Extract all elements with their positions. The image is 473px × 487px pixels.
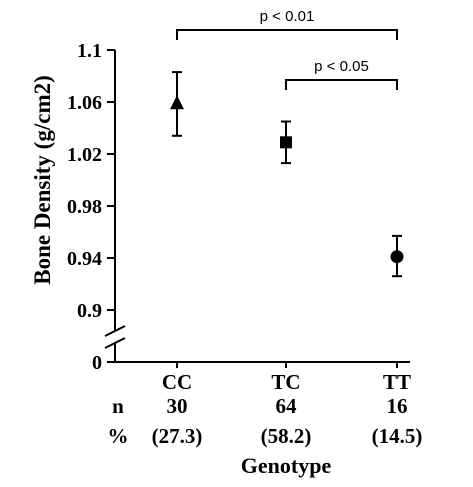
x-axis-title: Genotype: [241, 453, 332, 478]
significance-label: p < 0.05: [314, 58, 369, 75]
x-tick-label: TT: [383, 370, 411, 394]
table-cell: 64: [276, 394, 298, 418]
table-row-label: n: [112, 394, 124, 418]
significance-bracket: [285, 79, 398, 90]
labels: 1.1 1.06 1.02 0.98 0.94 0.9 0 CC TC TT n 30 64 16% (27…: [30, 40, 422, 478]
data-point-circle: [390, 250, 404, 264]
x-tick-label: CC: [162, 370, 192, 394]
significance-brackets: p < 0.01 p < 0.05: [176, 8, 398, 90]
axes: [104, 49, 410, 368]
table-cell: 30: [167, 394, 188, 418]
y-tick-label: 0.94: [67, 248, 102, 270]
data-point-triangle: [170, 95, 184, 110]
y-tick-label: 0.98: [67, 196, 102, 218]
significance-label: p < 0.01: [260, 8, 315, 25]
axis-break-mark: [104, 337, 126, 349]
y-tick-label: 1.1: [77, 40, 102, 62]
data-point-square: [280, 136, 292, 149]
table-cell: (58.2): [261, 424, 312, 448]
y-tick-label: 0.9: [77, 300, 102, 322]
y-axis-title: Bone Density (g/cm2): [30, 75, 55, 285]
table-cell: 16: [387, 394, 408, 418]
table-row-label: %: [108, 424, 129, 448]
x-tick-label: TC: [271, 370, 300, 394]
axis-break-mark: [104, 325, 126, 337]
y-tick-label: 1.06: [67, 92, 102, 114]
y-tick-label: 1.02: [67, 144, 102, 166]
significance-bracket: [176, 29, 398, 40]
table-cell: (27.3): [152, 424, 203, 448]
data-marks: [170, 71, 404, 278]
table-cell: (14.5): [372, 424, 423, 448]
y-tick-label-zero: 0: [92, 352, 102, 374]
